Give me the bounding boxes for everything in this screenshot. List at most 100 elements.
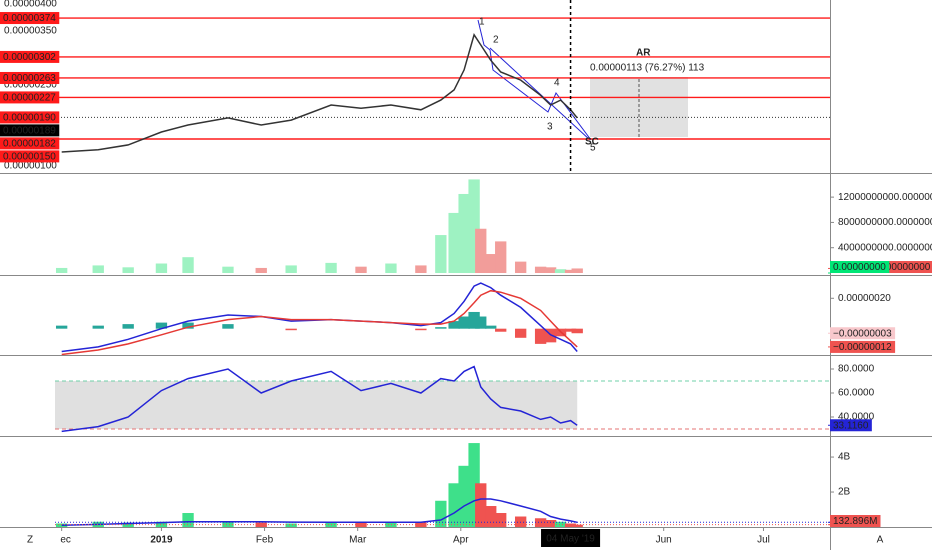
last-value-label: 132.896M	[833, 516, 877, 527]
level-label-box	[0, 50, 60, 63]
bar	[222, 324, 234, 329]
level-label-box	[0, 12, 60, 25]
x-tick-label: Mar	[349, 535, 367, 546]
last-value-label-box	[830, 340, 896, 353]
bar	[485, 325, 497, 329]
bar	[182, 513, 194, 527]
control-button[interactable]: A	[877, 535, 884, 546]
x-tick-label: Apr	[453, 535, 469, 546]
bar	[255, 267, 267, 273]
annotation: AR	[636, 48, 651, 59]
x-tick-label: 2019	[150, 535, 173, 546]
wave-lines	[477, 19, 592, 141]
bar	[544, 520, 557, 527]
x-tick-label: Jul	[757, 535, 770, 546]
last-value-label: −0.00000012	[833, 342, 892, 353]
bar	[122, 267, 134, 273]
y-tick-label: 0.00000020	[838, 293, 891, 304]
last-value-label-box	[830, 419, 872, 432]
bar	[155, 521, 168, 527]
y-tick-label: 40.0000	[838, 412, 875, 423]
bar	[544, 267, 557, 273]
bar	[285, 328, 297, 331]
last-value-label: 0.00000000	[833, 262, 886, 273]
bar	[222, 266, 234, 273]
bar	[435, 327, 447, 329]
level-label-box	[0, 124, 60, 137]
bar	[55, 523, 68, 527]
bar	[285, 523, 297, 527]
level-label: 0.00000302	[3, 52, 56, 63]
series-line	[61, 365, 578, 433]
y-tick-label: 0.00000400	[4, 0, 57, 10]
level-label: 0.00000182	[3, 139, 56, 150]
bar	[571, 328, 583, 334]
level-label-box	[0, 111, 60, 124]
y-tick-label: 4B	[838, 452, 851, 463]
annotation: 4	[554, 78, 560, 89]
bar	[285, 265, 297, 273]
cursor-label-box	[541, 529, 601, 547]
bar	[415, 328, 427, 331]
bar	[385, 263, 397, 273]
bar	[182, 322, 194, 329]
annotation: 1	[479, 17, 485, 28]
control-button[interactable]: Z	[27, 535, 33, 546]
bar	[534, 518, 547, 527]
bar	[475, 228, 487, 273]
x-tick-label: Feb	[256, 535, 274, 546]
bar	[468, 443, 480, 527]
bar	[92, 265, 104, 273]
bar	[55, 267, 68, 273]
series-line	[61, 289, 578, 356]
bar	[534, 266, 547, 273]
bar	[495, 513, 507, 527]
bar	[495, 328, 507, 332]
annotation: 2	[493, 35, 499, 46]
annotation: 0.00000113 (76.27%) 113	[590, 63, 705, 74]
bar	[155, 322, 168, 329]
y-tick-label: 4000000000.00000000	[838, 242, 932, 253]
last-value-label-box	[830, 261, 890, 273]
bar	[182, 257, 194, 273]
bar	[415, 265, 427, 273]
bar	[495, 241, 507, 273]
bar	[458, 193, 470, 273]
bar	[385, 521, 397, 527]
annotation: SC	[585, 137, 599, 148]
series-line	[61, 282, 578, 353]
y-tick-label: 60.0000	[838, 388, 875, 399]
y-tick-label: 80.0000	[838, 364, 875, 375]
level-label-box	[0, 137, 60, 150]
bar	[458, 465, 470, 527]
y-tick-label: 12000000000.00000000	[838, 192, 932, 203]
x-tick-label: ec	[60, 535, 71, 546]
last-value-label: 33.1160	[833, 420, 869, 431]
bar	[448, 483, 460, 527]
bar	[448, 212, 460, 273]
bar	[485, 506, 497, 527]
bar	[564, 269, 577, 273]
annotation: 3	[547, 122, 553, 133]
annotation: 5	[590, 143, 596, 154]
level-label-box	[0, 71, 60, 84]
bar	[325, 262, 337, 273]
bar	[554, 521, 567, 527]
bar	[255, 522, 267, 527]
bar	[122, 522, 134, 527]
x-tick-label: Jun	[656, 535, 672, 546]
bar	[55, 325, 68, 329]
last-value-label: −0.00000003	[833, 328, 892, 339]
last-value-label-box	[830, 515, 881, 527]
bar	[534, 328, 547, 344]
y-tick-label: 2B	[838, 487, 851, 498]
bar	[514, 516, 527, 527]
last-value-label-box	[830, 327, 896, 340]
y-tick-label: 0.00000350	[4, 26, 57, 37]
bar	[564, 328, 577, 332]
bar	[514, 261, 527, 273]
bar	[155, 263, 168, 273]
bar	[564, 523, 577, 527]
y-tick-label: 0.00000100	[4, 161, 57, 172]
